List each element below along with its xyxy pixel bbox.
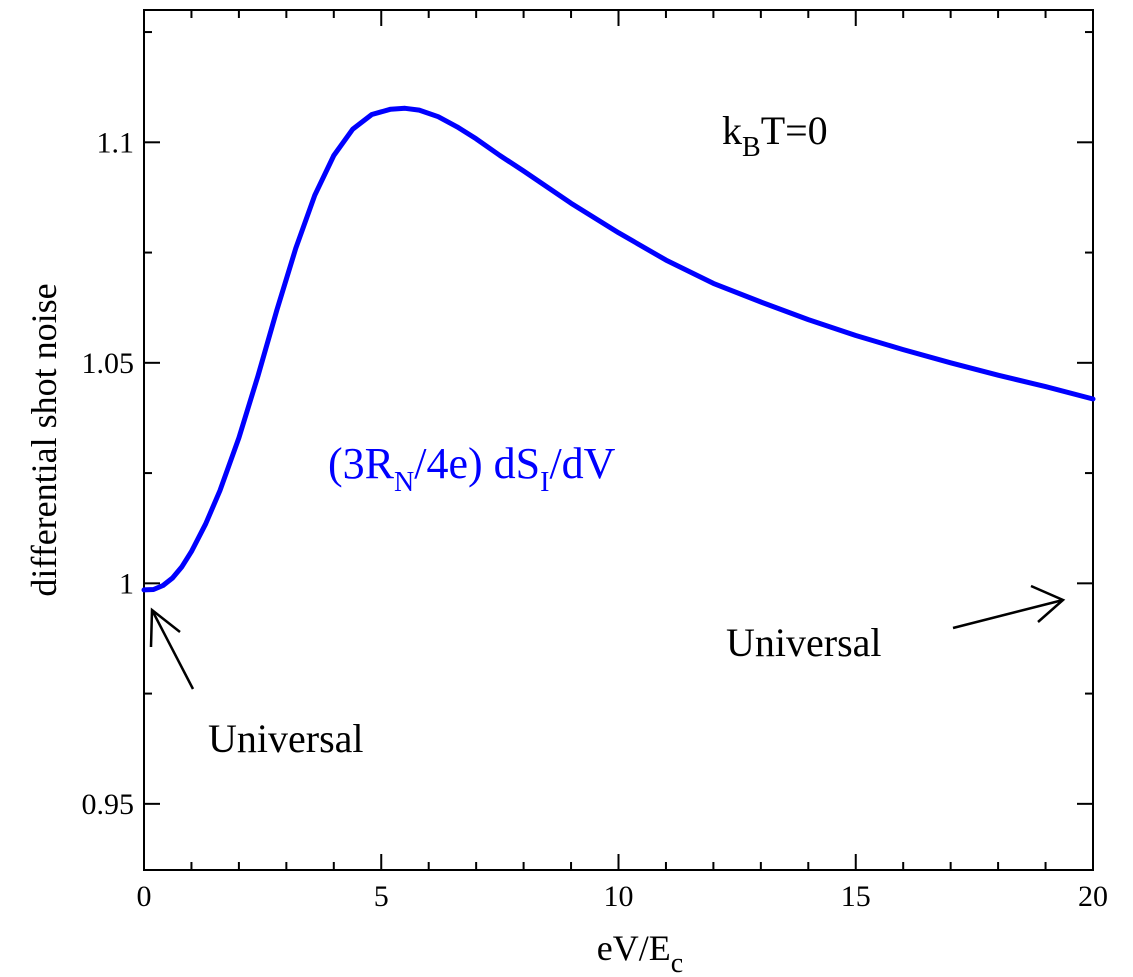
x-axis-title-sub: c <box>671 948 683 977</box>
x-tick-label: 10 <box>604 880 634 913</box>
universal-right-label: Universal <box>726 620 882 665</box>
temperature-pre: k <box>722 108 742 153</box>
arrow-left <box>149 607 195 690</box>
series-label-part3: /dV <box>549 439 615 488</box>
y-tick-label: 1.05 <box>82 347 135 380</box>
x-tick-label: 20 <box>1078 880 1108 913</box>
x-tick-label: 0 <box>137 880 152 913</box>
temperature-annotation: kBT=0 <box>722 108 828 163</box>
series-label: (3RN/4e) dSI/dV <box>328 439 616 498</box>
x-axis-title: eV/Ec <box>597 928 683 977</box>
y-tick-label: 0.95 <box>82 788 135 821</box>
y-tick-label: 1.1 <box>97 126 135 159</box>
temperature-sub: B <box>742 132 761 163</box>
axis-tick-labels: 0 5 10 15 20 0.95 1 1.05 1.1 <box>82 126 1109 913</box>
series-label-sub2: I <box>540 467 549 498</box>
y-axis-title: differential shot noise <box>24 283 64 596</box>
series-line-differential-shot-noise <box>141 105 1096 593</box>
universal-left-label: Universal <box>208 716 364 761</box>
x-axis-title-base: eV/E <box>597 928 671 968</box>
arrow-right <box>952 584 1066 630</box>
series-label-sub1: N <box>394 467 414 498</box>
series-label-part1: (3R <box>328 439 395 488</box>
x-tick-label: 5 <box>374 880 389 913</box>
series-label-part2: /4e) dS <box>414 439 540 488</box>
axis-ticks <box>143 10 1094 870</box>
y-tick-label: 1 <box>119 567 134 600</box>
temperature-post: T=0 <box>761 108 828 153</box>
x-tick-label: 15 <box>841 880 871 913</box>
